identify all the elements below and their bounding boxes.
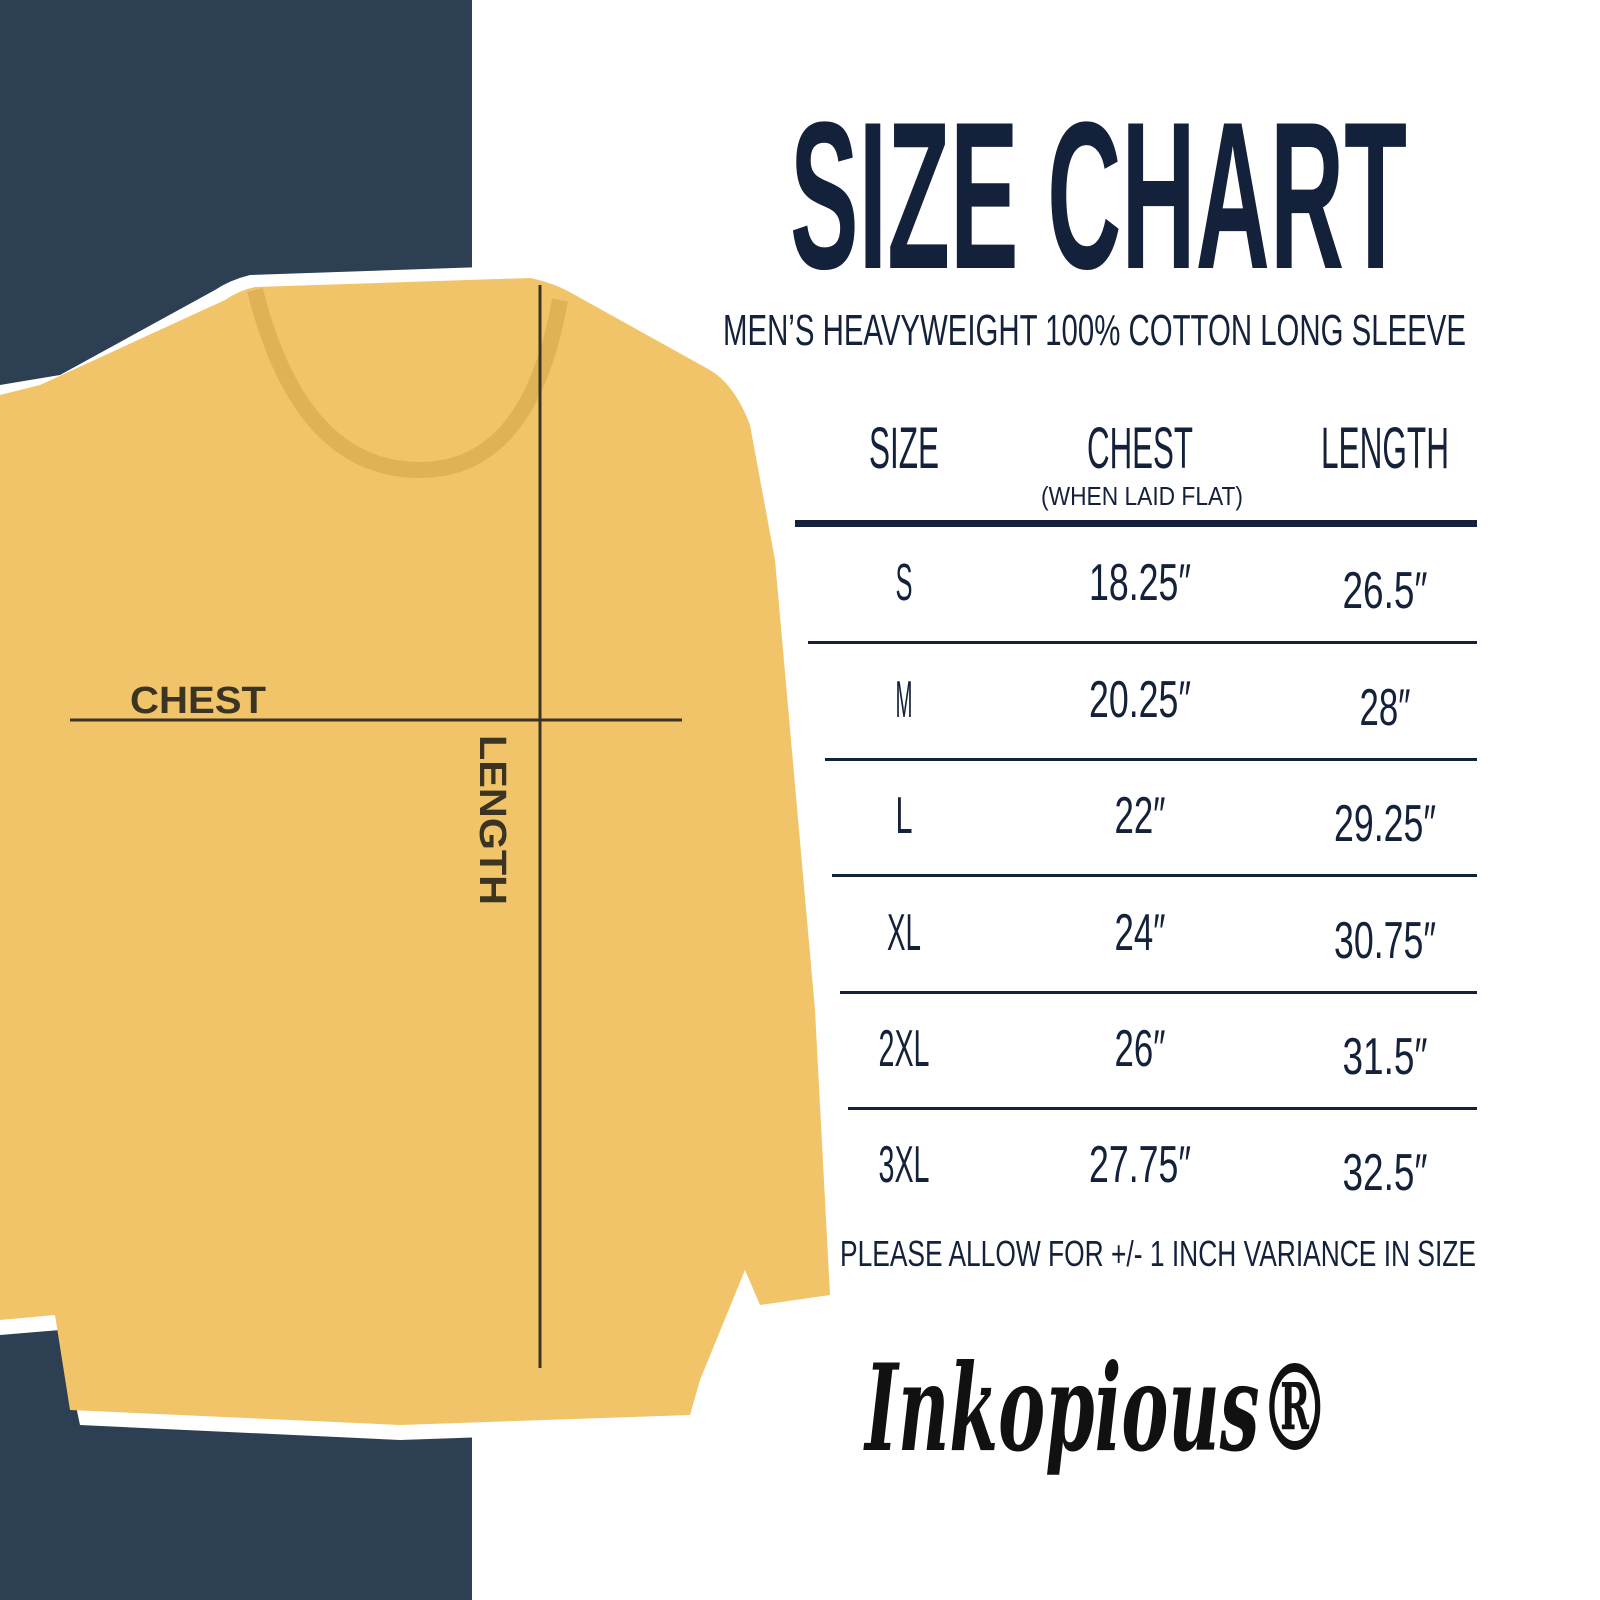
page-title: SIZE CHART xyxy=(790,78,1407,313)
cell-length: 31.5″ xyxy=(1343,1028,1428,1086)
cell-size: M xyxy=(896,671,913,729)
row-divider xyxy=(808,641,1477,644)
cell-size: 3XL xyxy=(879,1136,930,1194)
row-divider xyxy=(848,1107,1477,1110)
cell-length: 28″ xyxy=(1360,679,1411,737)
shirt-body xyxy=(0,278,830,1425)
size-table-body: S 18.25″ 26.5″ M 20.25″ 28″ L 22″ 29.25″ XL 24″ 30.… xyxy=(808,554,1477,1202)
variance-footnote: PLEASE ALLOW FOR +/- 1 INCH VARIANCE IN … xyxy=(840,1233,1476,1274)
header-chest-note: (WHEN LAID FLAT) xyxy=(1041,481,1243,511)
chest-label: CHEST xyxy=(130,680,266,722)
header-chest: CHEST xyxy=(1087,416,1193,481)
row-divider xyxy=(832,874,1477,877)
cell-size: 2XL xyxy=(879,1020,930,1078)
header-divider xyxy=(795,520,1477,527)
cell-chest: 22″ xyxy=(1115,787,1166,845)
cell-chest: 18.25″ xyxy=(1089,554,1191,612)
header-size: SIZE xyxy=(869,416,939,481)
cell-size: XL xyxy=(887,904,921,962)
cell-chest: 27.75″ xyxy=(1089,1136,1191,1194)
cell-length: 30.75″ xyxy=(1334,912,1436,970)
table-row: M 20.25″ 28″ xyxy=(825,671,1477,761)
cell-size: L xyxy=(896,787,913,845)
table-row: XL 24″ 30.75″ xyxy=(840,904,1477,994)
size-table-header: SIZE CHEST (WHEN LAID FLAT) LENGTH xyxy=(795,416,1477,527)
cell-length: 29.25″ xyxy=(1334,795,1436,853)
cell-length: 26.5″ xyxy=(1343,562,1428,620)
header-length: LENGTH xyxy=(1321,416,1449,481)
table-row: 3XL 27.75″ 32.5″ xyxy=(879,1136,1428,1202)
table-row: 2XL 26″ 31.5″ xyxy=(848,1020,1477,1110)
page-subtitle: MEN’S HEAVYWEIGHT 100% COTTON LONG SLEEV… xyxy=(723,306,1466,355)
table-row: L 22″ 29.25″ xyxy=(832,787,1477,877)
row-divider xyxy=(825,758,1477,761)
cell-chest: 26″ xyxy=(1115,1020,1166,1078)
cell-chest: 24″ xyxy=(1115,904,1166,962)
cell-size: S xyxy=(896,554,913,612)
shirt-collar xyxy=(247,288,568,479)
table-row: S 18.25″ 26.5″ xyxy=(808,554,1477,644)
row-divider xyxy=(840,991,1477,994)
length-label: LENGTH xyxy=(471,735,513,905)
cell-length: 32.5″ xyxy=(1343,1144,1428,1202)
shirt-illustration: CHEST LENGTH xyxy=(0,265,845,1440)
brand-logo: Inkopious® xyxy=(863,1338,1330,1479)
cell-chest: 20.25″ xyxy=(1089,671,1191,729)
